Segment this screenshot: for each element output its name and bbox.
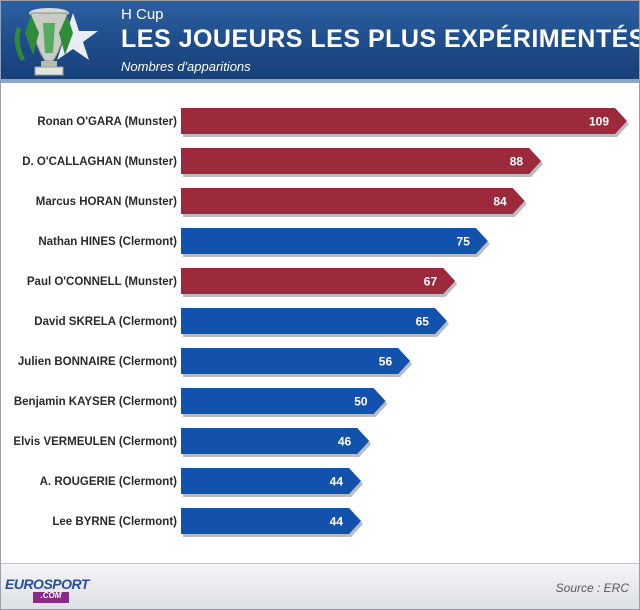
value-label: 50 (354, 395, 368, 409)
trophy-icon (14, 8, 98, 76)
value-label: 65 (416, 315, 430, 329)
bar (181, 148, 542, 174)
chart-title: LES JOUEURS LES PLUS EXPÉRIMENTÉS (121, 25, 640, 53)
category-label: Julien BONNAIRE (Clermont) (18, 356, 177, 368)
bar (181, 228, 488, 254)
competition-name: H Cup (121, 6, 164, 23)
value-label: 46 (338, 435, 352, 449)
category-label: Elvis VERMEULEN (Clermont) (13, 436, 177, 448)
bar (181, 348, 411, 374)
footer: EUROSPORT .COM Source : ERC (1, 563, 639, 609)
logo-bar (33, 592, 69, 603)
category-label: David SKRELA (Clermont) (34, 316, 177, 328)
value-label: 44 (330, 475, 344, 489)
bar (181, 308, 447, 334)
category-label: A. ROUGERIE (Clermont) (40, 476, 178, 488)
chart-subtitle: Nombres d'apparitions (121, 59, 251, 74)
value-label: 109 (589, 115, 609, 129)
logo-suffix: .COM (40, 591, 62, 600)
value-label: 67 (424, 275, 438, 289)
value-label: 44 (330, 515, 344, 529)
bar (181, 468, 362, 494)
bar (181, 508, 362, 534)
bar (181, 108, 627, 134)
category-label: Nathan HINES (Clermont) (38, 236, 177, 248)
category-label: D. O'CALLAGHAN (Munster) (22, 156, 177, 168)
header-divider (1, 79, 639, 83)
value-label: 75 (457, 235, 471, 249)
category-label: Benjamin KAYSER (Clermont) (14, 396, 177, 408)
value-label: 84 (493, 195, 507, 209)
category-label: Ronan O'GARA (Munster) (37, 116, 177, 128)
bar (181, 268, 456, 294)
header-banner: H Cup LES JOUEURS LES PLUS EXPÉRIMENTÉS … (1, 1, 639, 81)
source-credit: Source : ERC (555, 581, 629, 595)
value-label: 56 (379, 355, 393, 369)
bar (181, 388, 386, 414)
category-label: Lee BYRNE (Clermont) (52, 516, 177, 528)
bar (181, 428, 370, 454)
value-label: 88 (510, 155, 524, 169)
category-label: Paul O'CONNELL (Munster) (27, 276, 177, 288)
category-label: Marcus HORAN (Munster) (36, 196, 177, 208)
logo-wordmark: EUROSPORT (5, 576, 89, 592)
bar (181, 188, 525, 214)
bar-chart: Ronan O'GARA (Munster) 109 D. O'CALLAGHAN … (13, 108, 629, 537)
eurosport-logo: EUROSPORT .COM (5, 576, 89, 606)
